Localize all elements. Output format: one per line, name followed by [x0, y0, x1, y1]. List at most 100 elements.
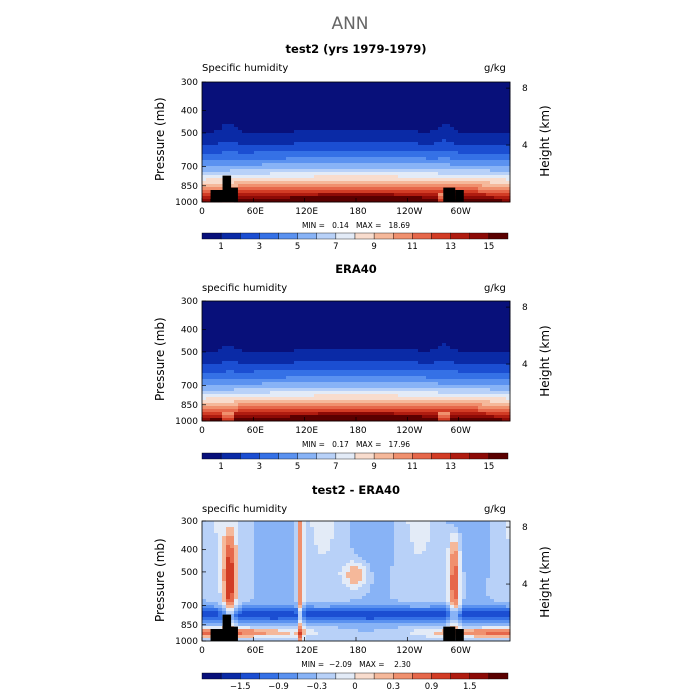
field-cell [318, 82, 323, 86]
field-cell [294, 127, 299, 131]
field-cell [370, 178, 375, 182]
field-cell [338, 115, 343, 119]
field-cell [298, 112, 303, 116]
field-cell [366, 331, 371, 335]
field-cell [234, 175, 239, 179]
field-cell [410, 136, 415, 140]
field-cell [298, 304, 303, 308]
field-cell [338, 88, 343, 92]
field-cell [350, 190, 355, 194]
field-cell [374, 304, 379, 308]
field-cell [242, 349, 247, 353]
field-cell [350, 139, 355, 143]
field-cell [470, 175, 475, 179]
field-cell [486, 115, 491, 119]
field-cell [222, 325, 227, 329]
field-cell [422, 115, 427, 119]
field-cell [354, 328, 359, 332]
field-cell [342, 133, 347, 137]
field-cell [290, 97, 295, 101]
field-cell [330, 334, 335, 338]
field-cell [206, 406, 211, 410]
field-cell [230, 397, 235, 401]
field-cell [326, 118, 331, 122]
field-cell [250, 334, 255, 338]
field-cell [246, 370, 251, 374]
field-cell [278, 373, 283, 377]
field-cell [358, 148, 363, 152]
y-tick-label: 500 [181, 129, 198, 139]
field-cell [410, 163, 415, 167]
field-cell [254, 352, 259, 356]
field-cell [238, 130, 243, 134]
field-cell [486, 91, 491, 95]
field-cell [422, 94, 427, 98]
field-cell [406, 103, 411, 107]
field-cell [302, 328, 307, 332]
field-cell [238, 88, 243, 92]
field-cell [218, 418, 223, 422]
field-cell [242, 109, 247, 113]
field-cell [298, 169, 303, 173]
field-cell [394, 181, 399, 185]
field-cell [378, 190, 383, 194]
field-cell [434, 181, 439, 185]
field-cell [410, 187, 415, 191]
field-cell [282, 310, 287, 314]
field-cell [202, 304, 207, 308]
field-cell [310, 385, 315, 389]
field-cell [458, 94, 463, 98]
field-cell [334, 322, 339, 326]
field-cell [214, 184, 219, 188]
field-cell [210, 373, 215, 377]
field-cell [442, 103, 447, 107]
field-cell [498, 199, 503, 203]
field-cell [282, 397, 287, 401]
field-cell [506, 181, 511, 185]
field-cell [306, 397, 311, 401]
field-cell [462, 196, 467, 200]
field-cell [250, 412, 255, 416]
field-cell [326, 322, 331, 326]
field-cell [362, 157, 367, 161]
field-cell [222, 172, 227, 176]
field-cell [370, 166, 375, 170]
field-cell [310, 397, 315, 401]
field-cell [250, 163, 255, 167]
field-cell [422, 133, 427, 137]
field-cell [278, 97, 283, 101]
field-cell [258, 121, 263, 125]
field-cell [454, 184, 459, 188]
field-cell [282, 187, 287, 191]
field-cell [310, 325, 315, 329]
field-cell [342, 394, 347, 398]
field-cell [390, 109, 395, 113]
field-cell [362, 163, 367, 167]
field-cell [230, 337, 235, 341]
field-cell [478, 112, 483, 116]
field-cell [334, 370, 339, 374]
field-cell [230, 412, 235, 416]
field-cell [502, 103, 507, 107]
field-cell [314, 403, 319, 407]
field-cell [282, 415, 287, 419]
field-cell [442, 94, 447, 98]
field-cell [314, 406, 319, 410]
field-cell [314, 94, 319, 98]
field-cell [250, 361, 255, 365]
field-cell [250, 310, 255, 314]
field-cell [210, 112, 215, 116]
field-cell [330, 409, 335, 413]
field-cell [342, 331, 347, 335]
field-cell [250, 340, 255, 344]
field-cell [250, 160, 255, 164]
field-cell [346, 304, 351, 308]
field-cell [438, 160, 443, 164]
field-cell [322, 361, 327, 365]
field-cell [318, 394, 323, 398]
field-cell [234, 385, 239, 389]
field-cell [374, 403, 379, 407]
field-cell [238, 334, 243, 338]
field-cell [442, 136, 447, 140]
field-cell [274, 355, 279, 359]
